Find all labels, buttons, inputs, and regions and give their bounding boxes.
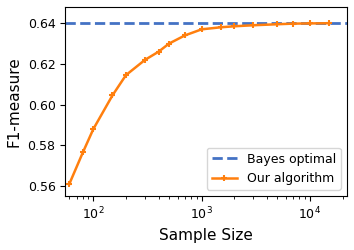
Our algorithm xyxy=(124,74,128,76)
Our algorithm xyxy=(183,34,187,37)
Our algorithm xyxy=(143,58,147,61)
Our algorithm xyxy=(110,94,115,97)
Our algorithm xyxy=(91,128,96,130)
Our algorithm xyxy=(327,22,331,25)
Y-axis label: F1-measure: F1-measure xyxy=(7,56,22,147)
Our algorithm xyxy=(308,22,312,25)
Our algorithm xyxy=(232,25,236,28)
Our algorithm xyxy=(81,151,85,154)
Legend: Bayes optimal, Our algorithm: Bayes optimal, Our algorithm xyxy=(206,148,341,190)
Our algorithm xyxy=(251,24,256,27)
Our algorithm xyxy=(291,22,295,25)
Our algorithm xyxy=(156,50,161,53)
Our algorithm xyxy=(275,23,280,26)
Our algorithm xyxy=(167,42,171,45)
Our algorithm xyxy=(219,26,223,29)
Line: Our algorithm: Our algorithm xyxy=(66,20,332,188)
Our algorithm xyxy=(67,182,72,186)
X-axis label: Sample Size: Sample Size xyxy=(159,228,253,243)
Our algorithm xyxy=(200,28,204,31)
